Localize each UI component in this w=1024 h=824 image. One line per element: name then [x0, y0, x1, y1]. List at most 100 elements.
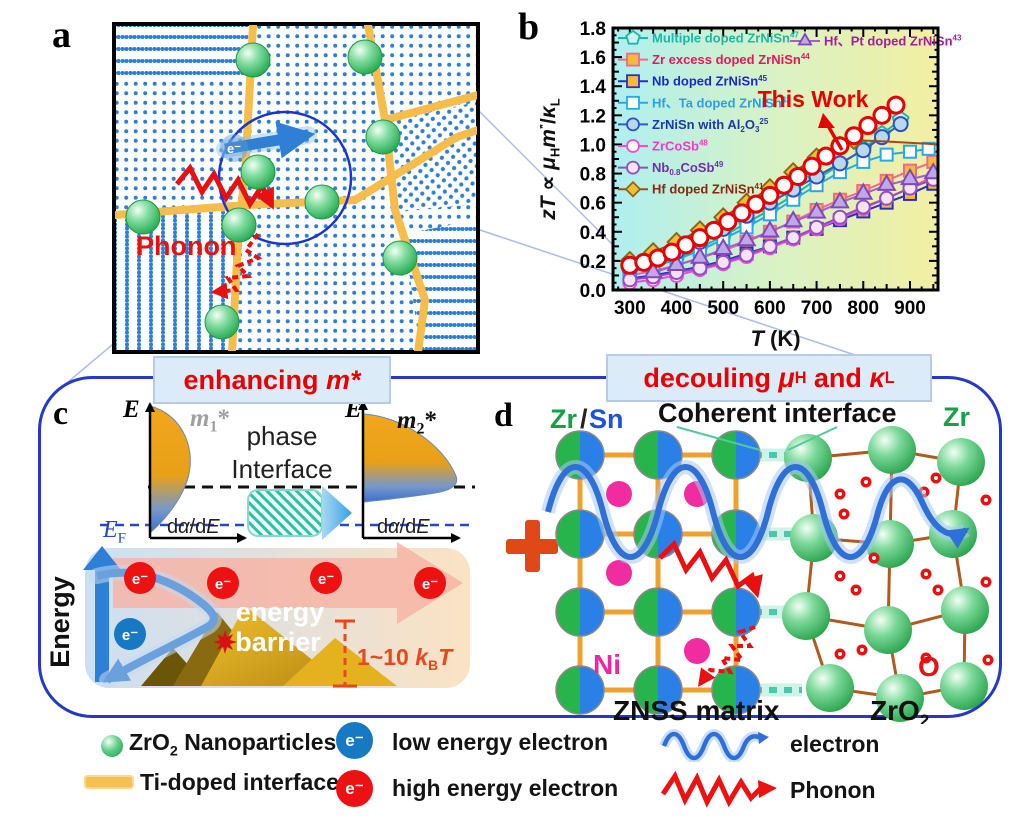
svg-text:1.6: 1.6: [580, 48, 606, 69]
barrier-height-measure: [333, 619, 357, 688]
svg-text:1.8: 1.8: [580, 19, 606, 40]
legend-label-low-e: low energy electron: [392, 729, 609, 755]
phonon-icon: [660, 770, 777, 808]
dos-curve-right: [362, 413, 458, 503]
collision-star-icon: [213, 630, 237, 654]
svg-text:Multiple doped ZrNiSn47: Multiple doped ZrNiSn47: [652, 31, 799, 46]
phase-label-1: phase: [247, 421, 318, 451]
energy-barrier-scene: e⁻ e⁻ e⁻ e⁻ e⁻ energy barrier 1~10 kBT E…: [45, 542, 470, 688]
svg-text:0.2: 0.2: [580, 252, 606, 273]
legend-label-high-e: high energy electron: [392, 775, 619, 801]
svg-text:0.4: 0.4: [580, 223, 607, 244]
dade-left: dα/dE: [167, 516, 220, 538]
svg-text:400: 400: [661, 298, 693, 319]
zro2-nanoparticles: [125, 39, 418, 340]
panel-b-chart: 300 400 500 600 700 800 900 0.0 0.2 0.4 0.6 0.8 1.0 1…: [540, 19, 962, 351]
chart-ylabel: zT ∝ μHm*/κL: [540, 98, 563, 221]
phase-label-2: Interface: [231, 454, 332, 484]
svg-text:0.0: 0.0: [580, 281, 606, 302]
energy-axis-label: Energy: [45, 576, 75, 668]
svg-text:This Work: This Work: [758, 86, 869, 112]
svg-text:300: 300: [614, 298, 646, 319]
panel-a-microstructure: e⁻ Phonon: [112, 22, 480, 354]
svg-text:e⁻: e⁻: [318, 571, 334, 588]
dade-right: dα/dE: [377, 516, 430, 538]
dos-curve-left: [149, 405, 191, 533]
phonon-arrow-icon: [175, 163, 275, 300]
panel-c-band-diagram: c e⁻ e⁻ e⁻ e⁻ e⁻ en: [45, 395, 475, 688]
banner-enhancing-m: enhancing m*: [153, 356, 391, 404]
svg-text:e⁻: e⁻: [122, 627, 138, 644]
svg-text:ZrNiSn with Al2O325: ZrNiSn with Al2O325: [652, 117, 769, 134]
panel-d-label: d: [494, 397, 513, 434]
o-label: O: [918, 651, 940, 682]
legend-label-ti: Ti-doped interface: [140, 769, 339, 795]
mountains: [141, 606, 397, 686]
ti-doped-interface-icon: [84, 775, 134, 789]
svg-text:e⁻: e⁻: [132, 571, 148, 588]
interface-arrow-head: [322, 486, 352, 540]
svg-text:ZrCoSb48: ZrCoSb48: [652, 139, 708, 154]
low-energy-electron-icon: e⁻: [336, 722, 373, 759]
svg-text:500: 500: [707, 298, 739, 319]
svg-text:Nb0.8CoSb49: Nb0.8CoSb49: [652, 160, 724, 177]
legend-label-zro2: ZrO2 Nanoparticles: [129, 729, 337, 760]
slash-label: /: [580, 404, 588, 434]
m2-label: m2*: [397, 407, 437, 438]
svg-text:Hf、Ta doped ZrNiSn42: Hf、Ta doped ZrNiSn42: [652, 95, 791, 110]
kbt-label: 1~10 kBT: [357, 644, 454, 673]
barrier-word-1: energy: [236, 597, 325, 627]
electron-wave: [541, 460, 970, 564]
fermi-label: EF: [102, 517, 126, 546]
svg-text:1.0: 1.0: [580, 135, 606, 156]
znss-matrix-label: ZNSS matrix: [613, 695, 780, 724]
zr-label: Zr: [550, 404, 577, 434]
legend-label-phonon: Phonon: [790, 777, 876, 803]
panel-a-label: a: [52, 14, 71, 56]
legend-label-electron: electron: [790, 731, 880, 757]
zro2-nanoparticle-icon: [101, 735, 123, 757]
zr-right-label: Zr: [943, 402, 970, 432]
svg-text:1.4: 1.4: [580, 77, 607, 98]
svg-text:700: 700: [801, 298, 833, 319]
svg-text:e⁻: e⁻: [215, 576, 231, 593]
m1-label: m1*: [190, 405, 230, 436]
cd-frame: [38, 376, 1002, 718]
panel-d-lattice: d: [494, 397, 994, 724]
svg-text:Zr excess doped ZrNiSn44: Zr excess doped ZrNiSn44: [652, 52, 810, 67]
dos-axes: [145, 400, 461, 543]
barrier-word-2: barrier: [235, 627, 321, 657]
coherent-interface-label: Coherent interface: [658, 398, 897, 428]
interface-hatch-box: [247, 489, 323, 537]
coherent-leaders: [676, 426, 838, 451]
svg-text:0.6: 0.6: [580, 194, 606, 215]
chart-legend: Multiple doped ZrNiSn47 Zr excess doped Z…: [618, 29, 962, 198]
low-energy-electron-icon: [114, 618, 146, 650]
chart-xlabel: T (K): [750, 326, 800, 351]
grains: [115, 25, 477, 351]
phonon-label: Phonon: [136, 231, 236, 261]
panel-c-label: c: [53, 395, 68, 432]
high-energy-electrons: e⁻ e⁻ e⁻ e⁻ e⁻: [114, 562, 446, 650]
electron-wave-icon: [659, 729, 769, 762]
panel-b-label: b: [518, 6, 540, 48]
svg-text:Nb doped ZrNiSn45: Nb doped ZrNiSn45: [652, 74, 768, 89]
svg-text:600: 600: [754, 298, 786, 319]
highlight-circle: [217, 110, 353, 246]
annotation-this-work: This Work: [758, 86, 869, 151]
svg-text:1.2: 1.2: [580, 106, 606, 127]
e-axis-left: E: [122, 396, 140, 423]
svg-text:Hf doped ZrNiSn41: Hf doped ZrNiSn41: [652, 182, 764, 197]
ni-label: Ni: [593, 649, 621, 680]
svg-text:800: 800: [847, 298, 879, 319]
high-energy-electron-icon: e⁻: [336, 770, 373, 807]
svg-text:900: 900: [894, 298, 926, 319]
electron-arrow-icon: e⁻: [216, 121, 317, 162]
zr-sn-atoms: [555, 430, 761, 715]
energy-axis-arrow: [83, 546, 121, 682]
phonon-scattering: [658, 539, 763, 687]
sn-label: Sn: [589, 404, 624, 434]
svg-text:e⁻: e⁻: [227, 141, 241, 156]
